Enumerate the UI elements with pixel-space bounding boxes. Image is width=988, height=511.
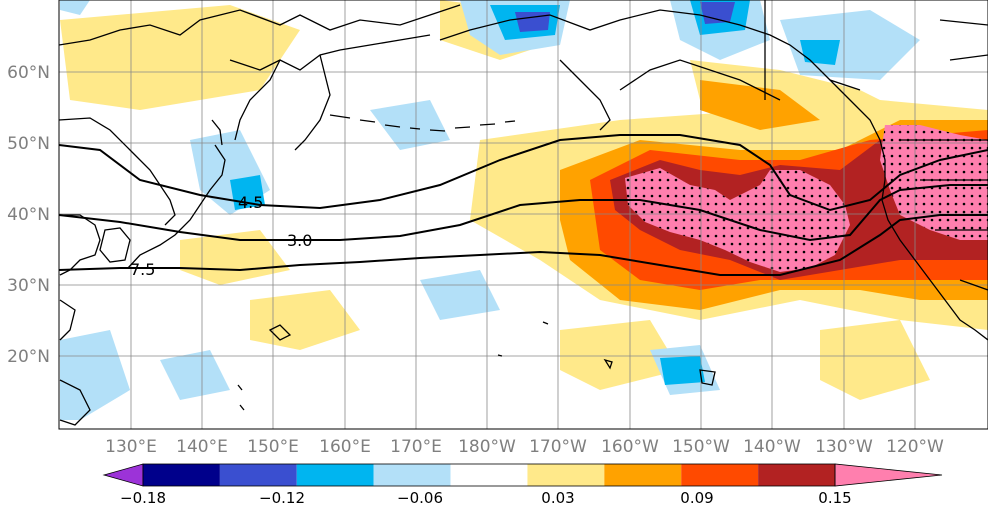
contour-label-3-0: 3.0 — [287, 231, 312, 250]
contour-label-7-5: 7.5 — [130, 260, 155, 279]
coastlines — [59, 0, 988, 426]
colorbar-swatch — [604, 464, 682, 486]
lat-label-40n: 40°N — [7, 205, 50, 225]
colorbar-tick-0-03: 0.03 — [541, 489, 574, 507]
lon-label-140w: 140°W — [743, 437, 801, 457]
colorbar-tick-neg-0-18: −0.18 — [120, 489, 166, 507]
lon-label-150e: 150°E — [247, 437, 299, 457]
colorbar-swatch — [373, 464, 451, 486]
colorbar-tick-neg-0-12: −0.12 — [259, 489, 305, 507]
colorbar-extend-max — [834, 463, 943, 487]
colorbar-frame — [142, 463, 836, 487]
lon-label-170w: 170°W — [529, 437, 587, 457]
lat-label-20n: 20°N — [7, 347, 50, 367]
contour-label-4-5: 4.5 — [238, 193, 263, 212]
lon-label-160w: 160°W — [601, 437, 659, 457]
graticule — [59, 0, 988, 429]
colorbar-swatch — [450, 464, 528, 486]
lon-label-170e: 170°E — [390, 437, 442, 457]
colorbar-swatch — [758, 464, 835, 486]
colorbar-ticks: −0.18 −0.12 −0.06 0.03 0.09 0.15 — [120, 489, 852, 507]
colorbar-swatch — [681, 464, 759, 486]
colorbar — [102, 463, 943, 487]
lon-label-180w: 180°W — [458, 437, 516, 457]
lon-label-150w: 150°W — [672, 437, 730, 457]
lat-label-50n: 50°N — [7, 134, 50, 154]
colorbar-swatch — [527, 464, 605, 486]
colorbar-swatch — [296, 464, 374, 486]
colorbar-tick-0-15: 0.15 — [818, 489, 851, 507]
map-panel — [59, 0, 988, 429]
colorbar-swatch — [143, 464, 220, 486]
lon-label-130e: 130°E — [105, 437, 157, 457]
colorbar-swatch — [219, 464, 297, 486]
colorbar-tick-neg-0-06: −0.06 — [397, 489, 443, 507]
map-frame — [58, 0, 988, 430]
lat-label-60n: 60°N — [7, 63, 50, 83]
latitude-labels: 60°N 50°N 40°N 30°N 20°N — [7, 63, 50, 367]
lon-label-160e: 160°E — [319, 437, 371, 457]
colorbar-tick-0-09: 0.09 — [680, 489, 713, 507]
lon-label-120w: 120°W — [886, 437, 944, 457]
lat-label-30n: 30°N — [7, 276, 50, 296]
anomaly-shading — [60, 0, 988, 420]
colorbar-extend-min — [102, 463, 144, 487]
longitude-labels: 130°E 140°E 150°E 160°E 170°E 180°W 170°… — [105, 437, 944, 457]
mean-contours — [59, 134, 988, 276]
lon-label-140e: 140°E — [176, 437, 228, 457]
lon-label-130w: 130°W — [815, 437, 873, 457]
